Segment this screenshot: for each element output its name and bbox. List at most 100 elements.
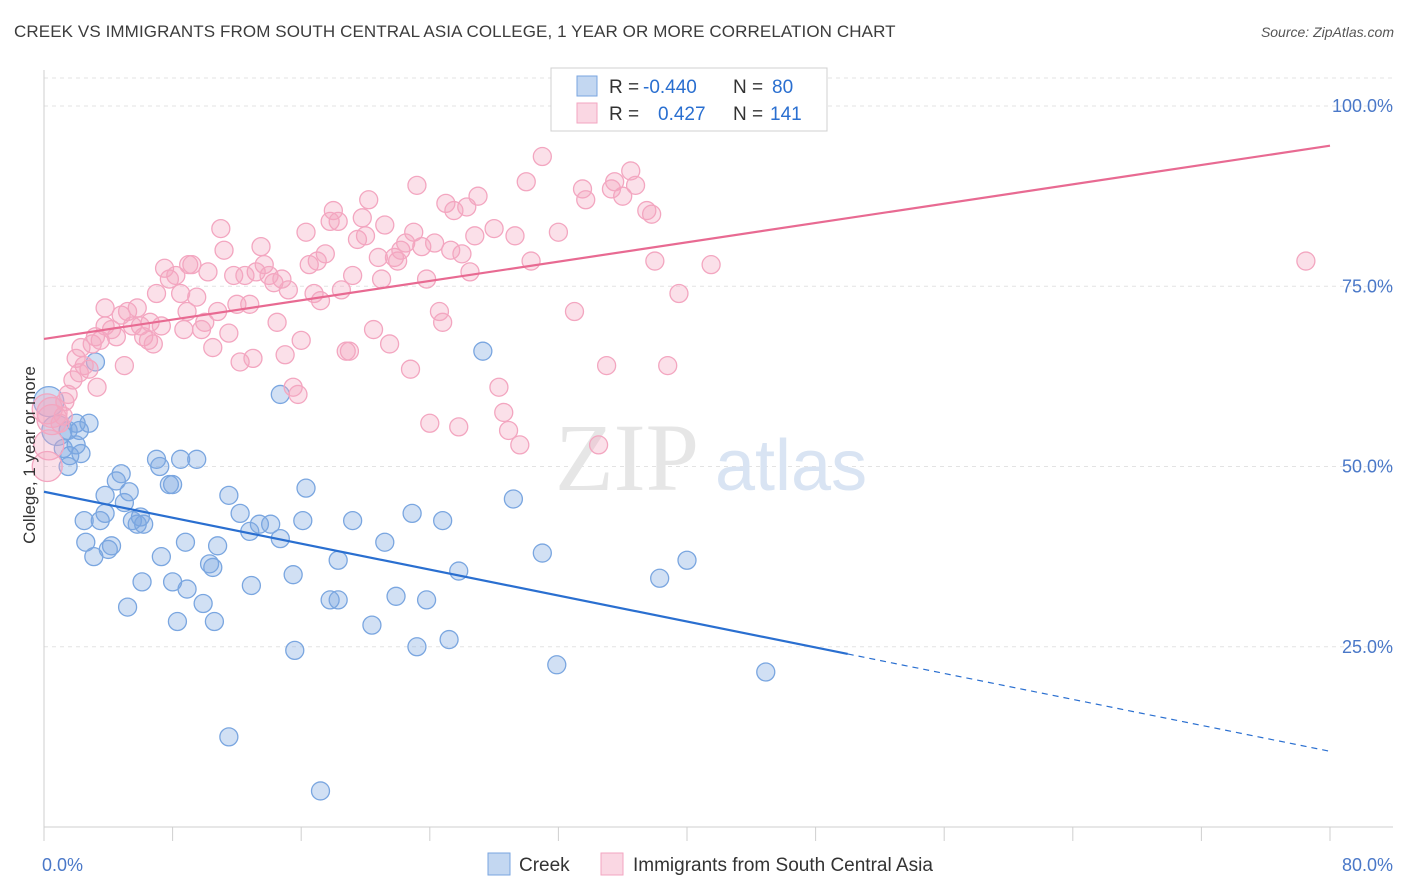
creek-point [503, 489, 524, 509]
immigrants-point [436, 193, 456, 214]
immigrants-point [452, 244, 472, 264]
immigrants-point [106, 327, 126, 347]
creek-point [439, 629, 459, 650]
creek-point [150, 456, 170, 477]
creek-point [175, 532, 196, 552]
immigrants-point [323, 200, 344, 221]
immigrants-point [669, 283, 689, 304]
legend-n-value-immigrants: 141 [770, 104, 802, 125]
legend-n-value-creek: 80 [772, 77, 793, 98]
immigrants-point [307, 251, 327, 271]
creek-point [375, 532, 395, 552]
creek-point [119, 482, 139, 502]
immigrants-point [254, 255, 274, 275]
immigrants-point [272, 269, 292, 289]
immigrants-point [53, 406, 73, 426]
creek-point [310, 781, 331, 801]
immigrants-point [320, 211, 340, 232]
creek-point [177, 579, 197, 599]
immigrants-point [291, 330, 311, 351]
creek-point [342, 510, 363, 531]
immigrants-point [701, 255, 721, 275]
creek-point [402, 503, 422, 524]
immigrants-point [203, 337, 223, 358]
immigrants-point [146, 283, 167, 304]
immigrants-point [315, 244, 335, 264]
trend-line-creek [43, 490, 848, 656]
creek-point [132, 572, 152, 592]
creek-point [547, 655, 567, 675]
immigrants-point [79, 359, 99, 379]
x-tick-label-right: 80.0% [1342, 855, 1393, 875]
legend-r-label-creek: R = [609, 77, 639, 98]
creek-point [117, 597, 138, 617]
legend-n-label-immigrants: N = [733, 104, 763, 125]
immigrants-point [371, 269, 392, 289]
immigrants-point [489, 377, 509, 397]
immigrants-point [621, 161, 641, 181]
immigrants-point [275, 345, 295, 365]
immigrants-point [219, 323, 239, 343]
creek-point [362, 615, 382, 635]
immigrants-point [243, 348, 263, 369]
legend-r-label-immigrants: R = [609, 104, 639, 125]
immigrants-point [429, 301, 450, 322]
immigrants-point [494, 402, 514, 423]
creek-point [296, 478, 316, 498]
immigrants-point [154, 258, 175, 278]
legend-swatch-creek [576, 75, 598, 97]
immigrants-point [288, 384, 308, 405]
creek-point [407, 637, 427, 657]
axes [43, 70, 1393, 841]
immigrants-point [87, 377, 107, 397]
immigrants-point [605, 172, 625, 192]
creek-point [473, 341, 493, 361]
immigrants-point [214, 240, 234, 260]
immigrants-point [71, 337, 91, 358]
immigrants-point [95, 298, 115, 318]
immigrants-point [143, 334, 163, 354]
creek-point [69, 420, 90, 441]
creek-point [203, 557, 223, 578]
immigrants-point [548, 222, 569, 242]
immigrants-point [396, 233, 416, 253]
immigrants-point [352, 208, 372, 228]
immigrants-point [572, 179, 593, 199]
creek-point [58, 420, 78, 441]
immigrants-point [66, 348, 86, 369]
creek-point [293, 510, 313, 531]
immigrants-point [424, 233, 445, 253]
y-tick-label: 75.0% [1342, 276, 1393, 296]
immigrants-point [278, 280, 298, 300]
immigrants-point [328, 211, 348, 232]
creek-point [204, 611, 225, 632]
immigrants-point [420, 413, 440, 433]
legend-r-value-creek: -0.440 [643, 77, 697, 98]
creek-point [187, 449, 207, 469]
creek-point [74, 510, 94, 531]
immigrants-point [387, 251, 408, 271]
immigrants-point [339, 341, 360, 361]
immigrants-point [576, 190, 596, 210]
y-axis-label: College, 1 year or more [20, 366, 39, 544]
creek-point [219, 727, 239, 747]
creek-point [79, 413, 99, 433]
legend-n-label-creek: N = [733, 77, 763, 98]
bottom-legend-label-creek: Creek [519, 855, 570, 876]
creek-point [98, 539, 118, 560]
immigrants-point [187, 287, 207, 307]
creek-point [433, 510, 453, 531]
immigrants-point [625, 175, 646, 196]
creek-point [283, 565, 303, 585]
immigrants-point [310, 291, 331, 311]
y-tick-label: 50.0% [1342, 457, 1393, 477]
watermark-atlas: atlas [715, 426, 867, 506]
immigrants-point [363, 319, 384, 340]
immigrants-point [224, 265, 244, 286]
immigrants-point [33, 429, 65, 461]
immigrants-point [359, 190, 379, 210]
watermark-zip: ZIP [555, 404, 699, 511]
immigrants-point [404, 222, 424, 242]
immigrants-point [613, 186, 633, 206]
immigrants-point [468, 186, 488, 206]
